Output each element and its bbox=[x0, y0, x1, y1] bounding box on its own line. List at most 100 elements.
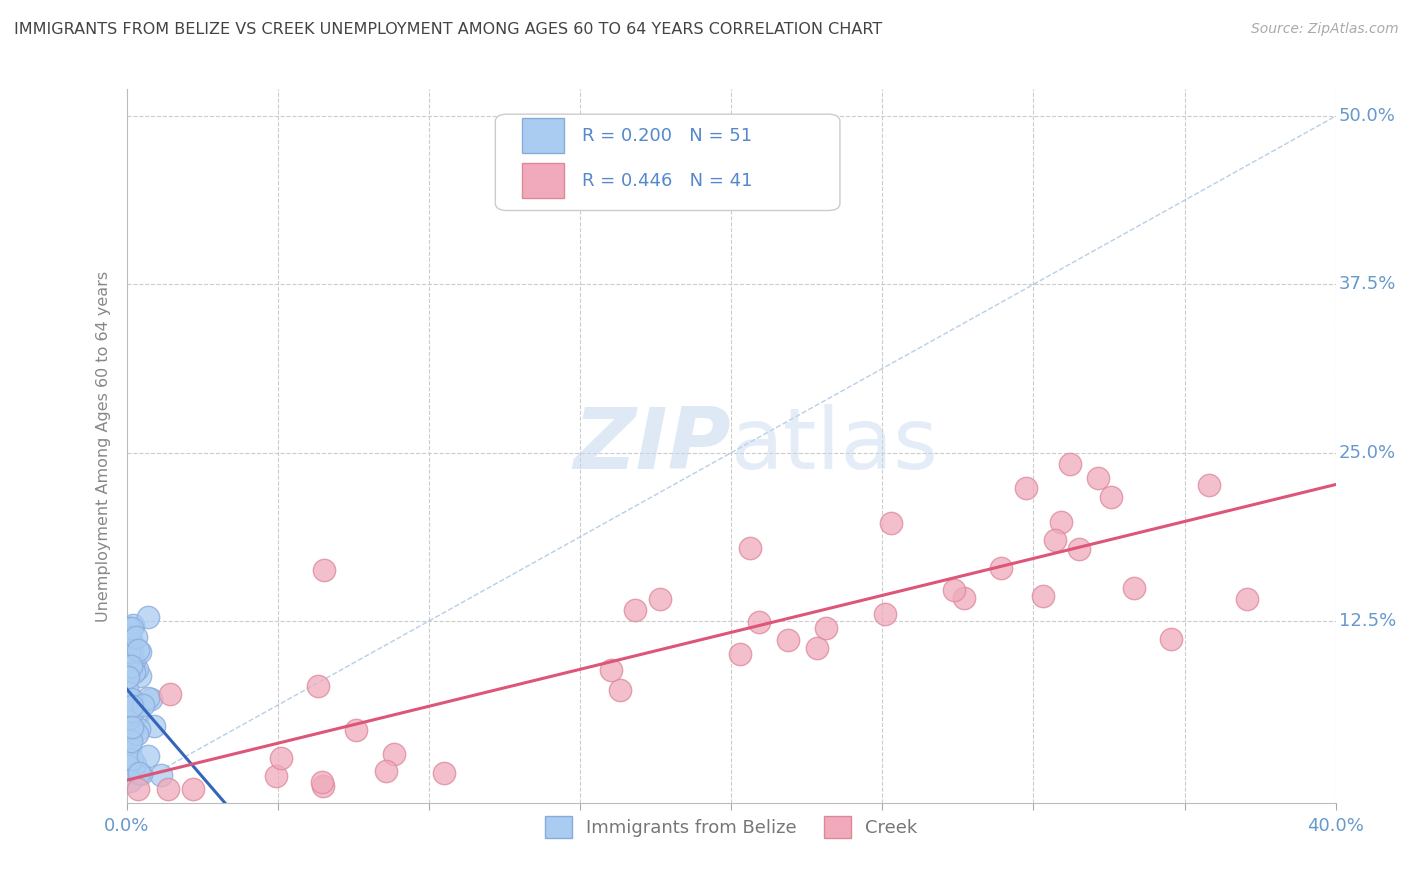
Point bbox=[118, 703, 141, 717]
Text: IMMIGRANTS FROM BELIZE VS CREEK UNEMPLOYMENT AMONG AGES 60 TO 64 YEARS CORRELATI: IMMIGRANTS FROM BELIZE VS CREEK UNEMPLOY… bbox=[14, 22, 883, 37]
Point bbox=[312, 563, 335, 577]
Point bbox=[1236, 592, 1258, 607]
Point bbox=[118, 621, 141, 635]
Point bbox=[121, 617, 143, 632]
Point bbox=[121, 659, 143, 673]
Point bbox=[121, 720, 143, 734]
Point bbox=[375, 764, 398, 778]
Point bbox=[120, 649, 142, 664]
Point bbox=[738, 541, 761, 556]
Point bbox=[880, 516, 903, 531]
Point bbox=[814, 621, 837, 635]
Text: 25.0%: 25.0% bbox=[1339, 443, 1396, 462]
Point bbox=[270, 750, 292, 764]
Point bbox=[121, 691, 143, 706]
Point bbox=[1032, 589, 1054, 603]
Point bbox=[118, 645, 141, 659]
Point bbox=[181, 782, 204, 797]
Point bbox=[115, 640, 138, 654]
Point bbox=[1043, 533, 1066, 547]
Point bbox=[125, 727, 148, 741]
Point bbox=[122, 722, 145, 736]
Point bbox=[942, 582, 965, 597]
Point bbox=[1059, 457, 1081, 471]
Point bbox=[778, 633, 800, 648]
Point bbox=[344, 723, 367, 737]
FancyBboxPatch shape bbox=[522, 118, 564, 153]
Point bbox=[806, 640, 828, 655]
Point bbox=[136, 691, 159, 706]
Point bbox=[129, 669, 152, 683]
Point bbox=[121, 621, 143, 635]
Point bbox=[952, 591, 974, 605]
Point bbox=[117, 758, 139, 772]
Text: 37.5%: 37.5% bbox=[1339, 276, 1396, 293]
Point bbox=[1067, 541, 1090, 556]
Point bbox=[1087, 470, 1109, 484]
Point bbox=[120, 773, 142, 788]
Point bbox=[120, 692, 142, 706]
Point bbox=[266, 769, 288, 783]
Point bbox=[748, 615, 770, 629]
Point bbox=[121, 699, 143, 714]
Point bbox=[125, 662, 148, 676]
Point bbox=[159, 687, 181, 701]
Point bbox=[128, 723, 150, 737]
Point bbox=[127, 707, 149, 722]
Point bbox=[121, 752, 143, 766]
Y-axis label: Unemployment Among Ages 60 to 64 years: Unemployment Among Ages 60 to 64 years bbox=[96, 270, 111, 622]
Point bbox=[120, 728, 142, 742]
Point bbox=[122, 764, 145, 778]
Point bbox=[118, 663, 141, 677]
Point bbox=[624, 602, 647, 616]
Text: 50.0%: 50.0% bbox=[1339, 107, 1396, 125]
Point bbox=[1015, 481, 1038, 495]
Point bbox=[118, 631, 141, 645]
Point bbox=[128, 645, 150, 659]
Point bbox=[121, 645, 143, 659]
Point bbox=[121, 704, 143, 718]
Point bbox=[873, 607, 896, 622]
Point bbox=[600, 663, 623, 677]
Point bbox=[1198, 478, 1220, 492]
Point bbox=[131, 767, 153, 781]
Point bbox=[157, 782, 180, 797]
Point bbox=[312, 779, 335, 793]
Point bbox=[117, 711, 139, 725]
Point bbox=[650, 591, 672, 606]
Point bbox=[136, 748, 159, 763]
Text: Source: ZipAtlas.com: Source: ZipAtlas.com bbox=[1251, 22, 1399, 37]
Point bbox=[1099, 490, 1122, 504]
Text: ZIP: ZIP bbox=[574, 404, 731, 488]
Point bbox=[117, 670, 139, 684]
Point bbox=[139, 692, 162, 706]
Point bbox=[990, 560, 1012, 574]
Point bbox=[127, 642, 149, 657]
Text: 12.5%: 12.5% bbox=[1339, 612, 1396, 630]
Point bbox=[115, 681, 138, 696]
Point bbox=[433, 766, 456, 780]
Point bbox=[1049, 515, 1071, 529]
Point bbox=[142, 719, 165, 733]
Text: atlas: atlas bbox=[731, 404, 939, 488]
Point bbox=[122, 665, 145, 679]
Point bbox=[150, 768, 173, 782]
Point bbox=[115, 693, 138, 707]
Text: R = 0.200   N = 51: R = 0.200 N = 51 bbox=[582, 127, 752, 145]
Point bbox=[120, 733, 142, 747]
Point bbox=[125, 630, 148, 644]
Point bbox=[121, 636, 143, 650]
Point bbox=[124, 756, 146, 771]
Point bbox=[1160, 632, 1182, 647]
FancyBboxPatch shape bbox=[522, 162, 564, 198]
Point bbox=[138, 610, 160, 624]
Point bbox=[609, 682, 631, 697]
Point bbox=[382, 747, 405, 761]
Point bbox=[311, 774, 333, 789]
Point bbox=[132, 698, 155, 712]
Point bbox=[120, 658, 142, 673]
Point bbox=[128, 765, 150, 780]
Point bbox=[122, 654, 145, 668]
Point bbox=[1123, 581, 1146, 595]
Point bbox=[118, 741, 141, 756]
